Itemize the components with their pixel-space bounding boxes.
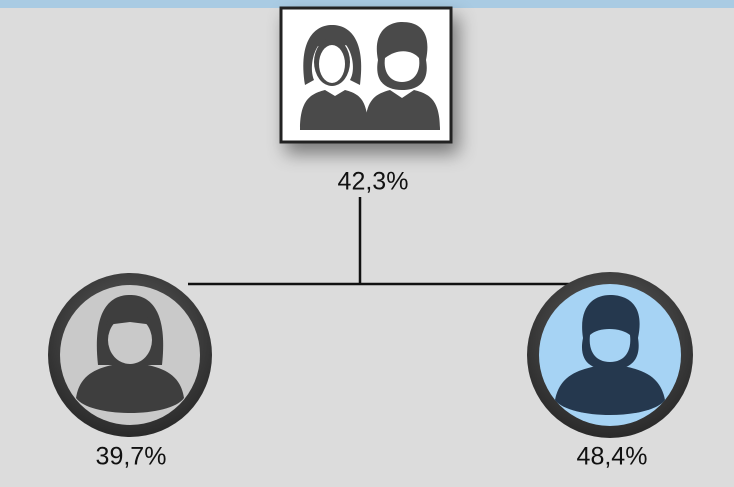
connectors	[188, 197, 578, 286]
male-node	[527, 272, 693, 438]
couple-icon	[300, 22, 440, 130]
node-label: 39,7%	[96, 443, 167, 471]
root-node	[279, 6, 453, 144]
node-label: 42,3%	[338, 168, 409, 196]
node-label: 48,4%	[577, 443, 648, 471]
top-bar	[0, 0, 734, 8]
female-node	[48, 273, 212, 437]
